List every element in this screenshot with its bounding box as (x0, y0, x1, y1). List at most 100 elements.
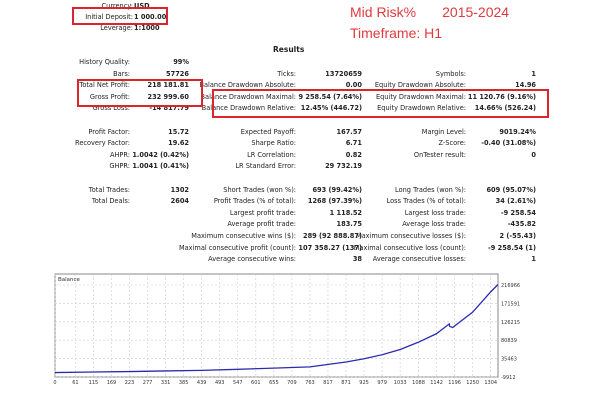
highlight-profit (77, 79, 203, 107)
x-tick-label: 979 (377, 380, 387, 386)
x-tick-label: 925 (359, 380, 369, 386)
stat-value: 0.00 (345, 81, 362, 90)
stat-label: AHPR: (109, 150, 130, 159)
stat-value: 1268 (97.39%) (307, 197, 362, 206)
x-tick-label: 1304 (484, 380, 497, 386)
stat-label: Symbols: (435, 69, 466, 78)
stat-label: Balance Drawdown Absolute: (199, 81, 296, 90)
stat-value: 34 (2.61%) (495, 197, 536, 206)
stat-label: Largest profit trade: (229, 208, 296, 217)
stat-label: Profit Factor: (88, 127, 130, 136)
stat-label: Recovery Factor: (75, 139, 130, 148)
stat-value: 6.71 (345, 139, 362, 148)
stat-label: Average profit trade: (227, 220, 296, 229)
stat-label: Equity Drawdown Absolute: (374, 81, 466, 90)
x-tick-label: 601 (251, 380, 261, 386)
stat-label: LR Correlation: (247, 150, 296, 159)
stat-value: 1302 (170, 185, 189, 194)
stat-label: Largest loss trade: (404, 208, 466, 217)
x-tick-label: 1250 (466, 380, 479, 386)
stat-value: 38 (352, 255, 362, 264)
stat-value: 1 (531, 69, 536, 78)
stat-label: Sharpe Ratio: (251, 139, 296, 148)
stat-value: 1.0041 (0.41%) (132, 162, 189, 171)
stat-value: 2 (-55.43) (499, 232, 536, 240)
stat-value: 183.75 (336, 220, 362, 229)
stat-value: 12.45% (446.72) (300, 104, 362, 113)
stat-value: -9 258.54 (500, 208, 536, 217)
x-tick-label: 385 (179, 380, 189, 386)
stat-label: Total Deals: (91, 197, 130, 206)
stat-label: History Quality: (79, 58, 130, 66)
stat-label: Maximum consecutive wins ($): (191, 232, 296, 240)
x-tick-label: 493 (215, 380, 225, 386)
x-tick-label: 655 (269, 380, 279, 386)
stat-value: 11 120.76 (9.16%) (467, 92, 536, 101)
x-tick-label: 817 (323, 380, 333, 386)
stat-value: 9019.24% (499, 127, 536, 136)
deposit-label: Initial Deposit: (85, 13, 133, 21)
stat-value: 57726 (166, 69, 189, 78)
stat-label: Z-Score: (438, 139, 466, 148)
stat-value: 0.82 (345, 150, 362, 159)
stat-value: 29 732.19 (325, 162, 362, 171)
stat-label: Short Trades (won %): (223, 185, 296, 194)
y-tick-label: 171591 (501, 301, 520, 307)
x-tick-label: 331 (161, 380, 171, 386)
stat-label: Bars: (113, 69, 130, 78)
stat-value: -14 817.79 (149, 104, 189, 113)
plot-area (54, 273, 499, 378)
stat-value: 13720659 (325, 69, 362, 78)
stat-label: LR Standard Error: (235, 162, 296, 171)
stat-label: Margin Level: (421, 127, 466, 136)
x-tick-label: 763 (305, 380, 315, 386)
stat-label: Maximum consecutive losses ($): (355, 232, 466, 240)
stat-value: -0.40 (31.08%) (481, 139, 536, 148)
stat-label: OnTester result: (413, 150, 466, 159)
x-tick-label: 223 (125, 380, 135, 386)
stat-label: Balance Drawdown Relative: (201, 104, 296, 113)
stat-label: Profit Trades (% of total): (213, 197, 296, 206)
stat-value: 14.96 (515, 81, 536, 90)
stat-label: Gross Profit: (89, 92, 130, 101)
x-tick-label: 0 (53, 380, 56, 386)
currency-value: USD (134, 2, 150, 10)
stat-label: Expected Payoff: (240, 127, 296, 136)
stat-value: 9 258.54 (7.64%) (298, 92, 362, 101)
stat-value: 19.62 (168, 139, 189, 148)
stat-value: 1 118.52 (329, 208, 362, 217)
risk-caption: Mid Risk% 2015-2024 (350, 4, 509, 20)
y-tick-label: 35463 (501, 357, 517, 363)
leverage-label: Leverage: (100, 24, 133, 32)
x-tick-label: 115 (89, 380, 99, 386)
highlight-drawdown (212, 89, 549, 118)
stat-value: 693 (99.42%) (312, 185, 362, 194)
highlight-deposit (72, 7, 168, 25)
x-tick-label: 1142 (430, 380, 443, 386)
x-tick-label: 547 (233, 380, 243, 386)
stat-label: Gross Loss: (92, 104, 130, 113)
stat-value: 167.57 (336, 127, 362, 136)
x-tick-label: 1196 (448, 380, 461, 386)
stat-value: -9 258.54 (1) (488, 243, 536, 252)
stat-label: Average consecutive losses: (372, 255, 466, 264)
y-tick-label: 216966 (501, 283, 520, 289)
stat-label: Equity Drawdown Relative: (377, 104, 466, 113)
x-tick-label: 709 (287, 380, 297, 386)
leverage-value: 1:1000 (134, 24, 160, 32)
period-text: 2015-2024 (442, 4, 510, 20)
stat-value: 609 (95.07%) (486, 185, 536, 194)
chart-title: Balance (58, 277, 81, 283)
x-tick-label: 169 (107, 380, 117, 386)
risk-text: Mid Risk% (350, 4, 417, 20)
stat-value: 1.0042 (0.42%) (132, 150, 189, 159)
deposit-value: 1 000.00 (134, 13, 167, 21)
stat-value: 1 (531, 255, 536, 264)
stat-label: Loss Trades (% of total): (386, 197, 466, 206)
stat-label: Total Trades: (88, 185, 130, 194)
x-tick-label: 61 (72, 380, 78, 386)
y-tick-label: 80839 (501, 338, 517, 344)
stat-label: Average loss trade: (402, 220, 466, 229)
x-tick-label: 871 (341, 380, 351, 386)
